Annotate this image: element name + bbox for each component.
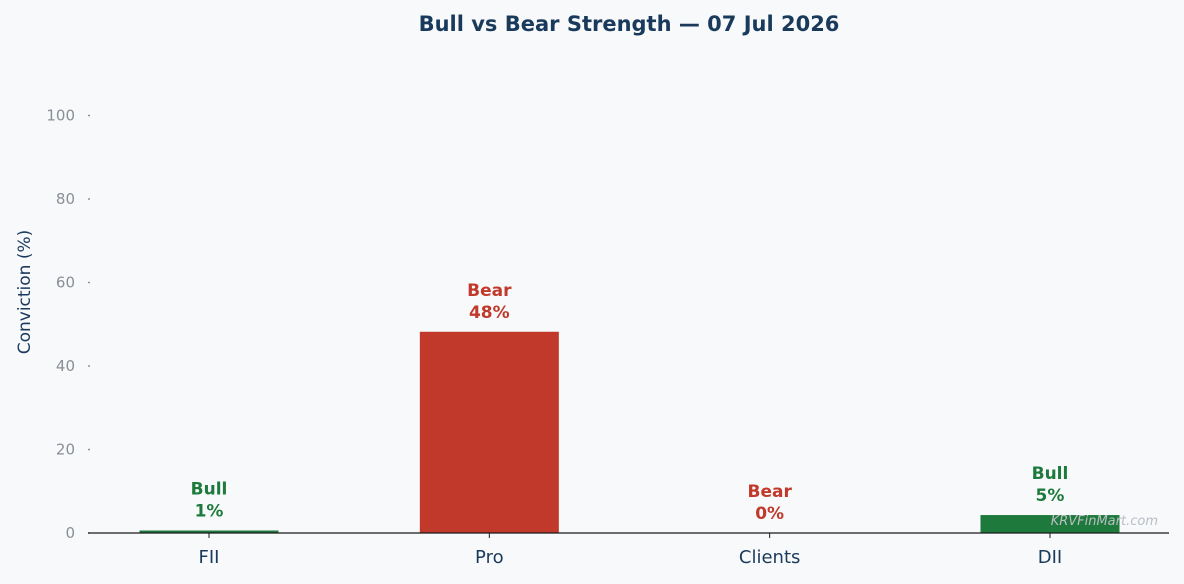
y-tick-label: 0 — [65, 524, 75, 542]
y-tick-label: 80 — [56, 190, 75, 208]
bar-sentiment-label: Bear — [747, 482, 792, 502]
x-tick-label: FII — [199, 547, 220, 568]
y-tick-label: 100 — [46, 107, 75, 125]
watermark: KRVFinMart.com — [1051, 514, 1158, 529]
bar-sentiment-label: Bear — [467, 281, 512, 301]
y-axis-label: Conviction (%) — [15, 230, 35, 355]
bar-value-label: 48% — [469, 303, 510, 323]
x-tick-label: DII — [1038, 547, 1062, 568]
bar-value-label: 0% — [755, 504, 784, 524]
bar-sentiment-label: Bull — [191, 479, 228, 499]
bar-value-label: 1% — [195, 501, 224, 521]
chart-title: Bull vs Bear Strength — 07 Jul 2026 — [419, 12, 840, 36]
y-axis: 0 20 40 60 80 100 — [46, 107, 90, 542]
y-tick-label: 40 — [56, 357, 75, 375]
bars — [139, 331, 1120, 533]
y-tick-label: 20 — [56, 441, 75, 459]
bar-value-label: 5% — [1036, 486, 1065, 506]
bar-dii — [980, 515, 1120, 533]
bar-fii — [139, 530, 279, 533]
y-tick-label: 60 — [56, 274, 75, 292]
x-tick-label: Pro — [475, 547, 504, 568]
x-axis: FII Pro Clients DII — [88, 532, 1169, 568]
bar-pro — [419, 331, 559, 533]
bar-sentiment-label: Bull — [1032, 464, 1069, 484]
x-tick-label: Clients — [739, 547, 801, 568]
